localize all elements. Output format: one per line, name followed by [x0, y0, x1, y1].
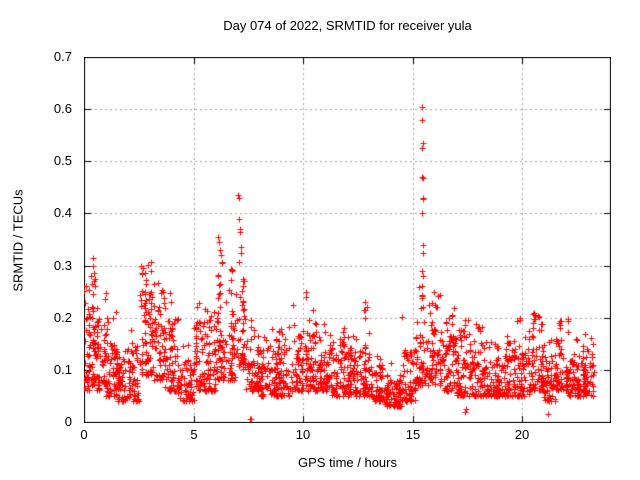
x-tick-label: 10 [295, 427, 311, 442]
y-tick-label: 0.5 [53, 153, 72, 168]
x-tick-label: 0 [80, 427, 88, 442]
y-tick-label: 0.1 [53, 362, 72, 377]
y-tick-label: 0.4 [53, 205, 72, 220]
scatter-plot-canvas [84, 57, 611, 423]
chart-title: Day 074 of 2022, SRMTID for receiver yul… [223, 18, 472, 33]
x-tick-label: 15 [405, 427, 421, 442]
y-tick-label: 0 [64, 414, 72, 429]
x-tick-label: 5 [190, 427, 198, 442]
y-tick-label: 0.2 [53, 310, 72, 325]
x-axis-label: GPS time / hours [298, 455, 397, 470]
y-tick-label: 0.3 [53, 258, 72, 273]
y-tick-label: 0.7 [53, 49, 72, 64]
y-tick-label: 0.6 [53, 101, 72, 116]
x-tick-label: 20 [514, 427, 530, 442]
